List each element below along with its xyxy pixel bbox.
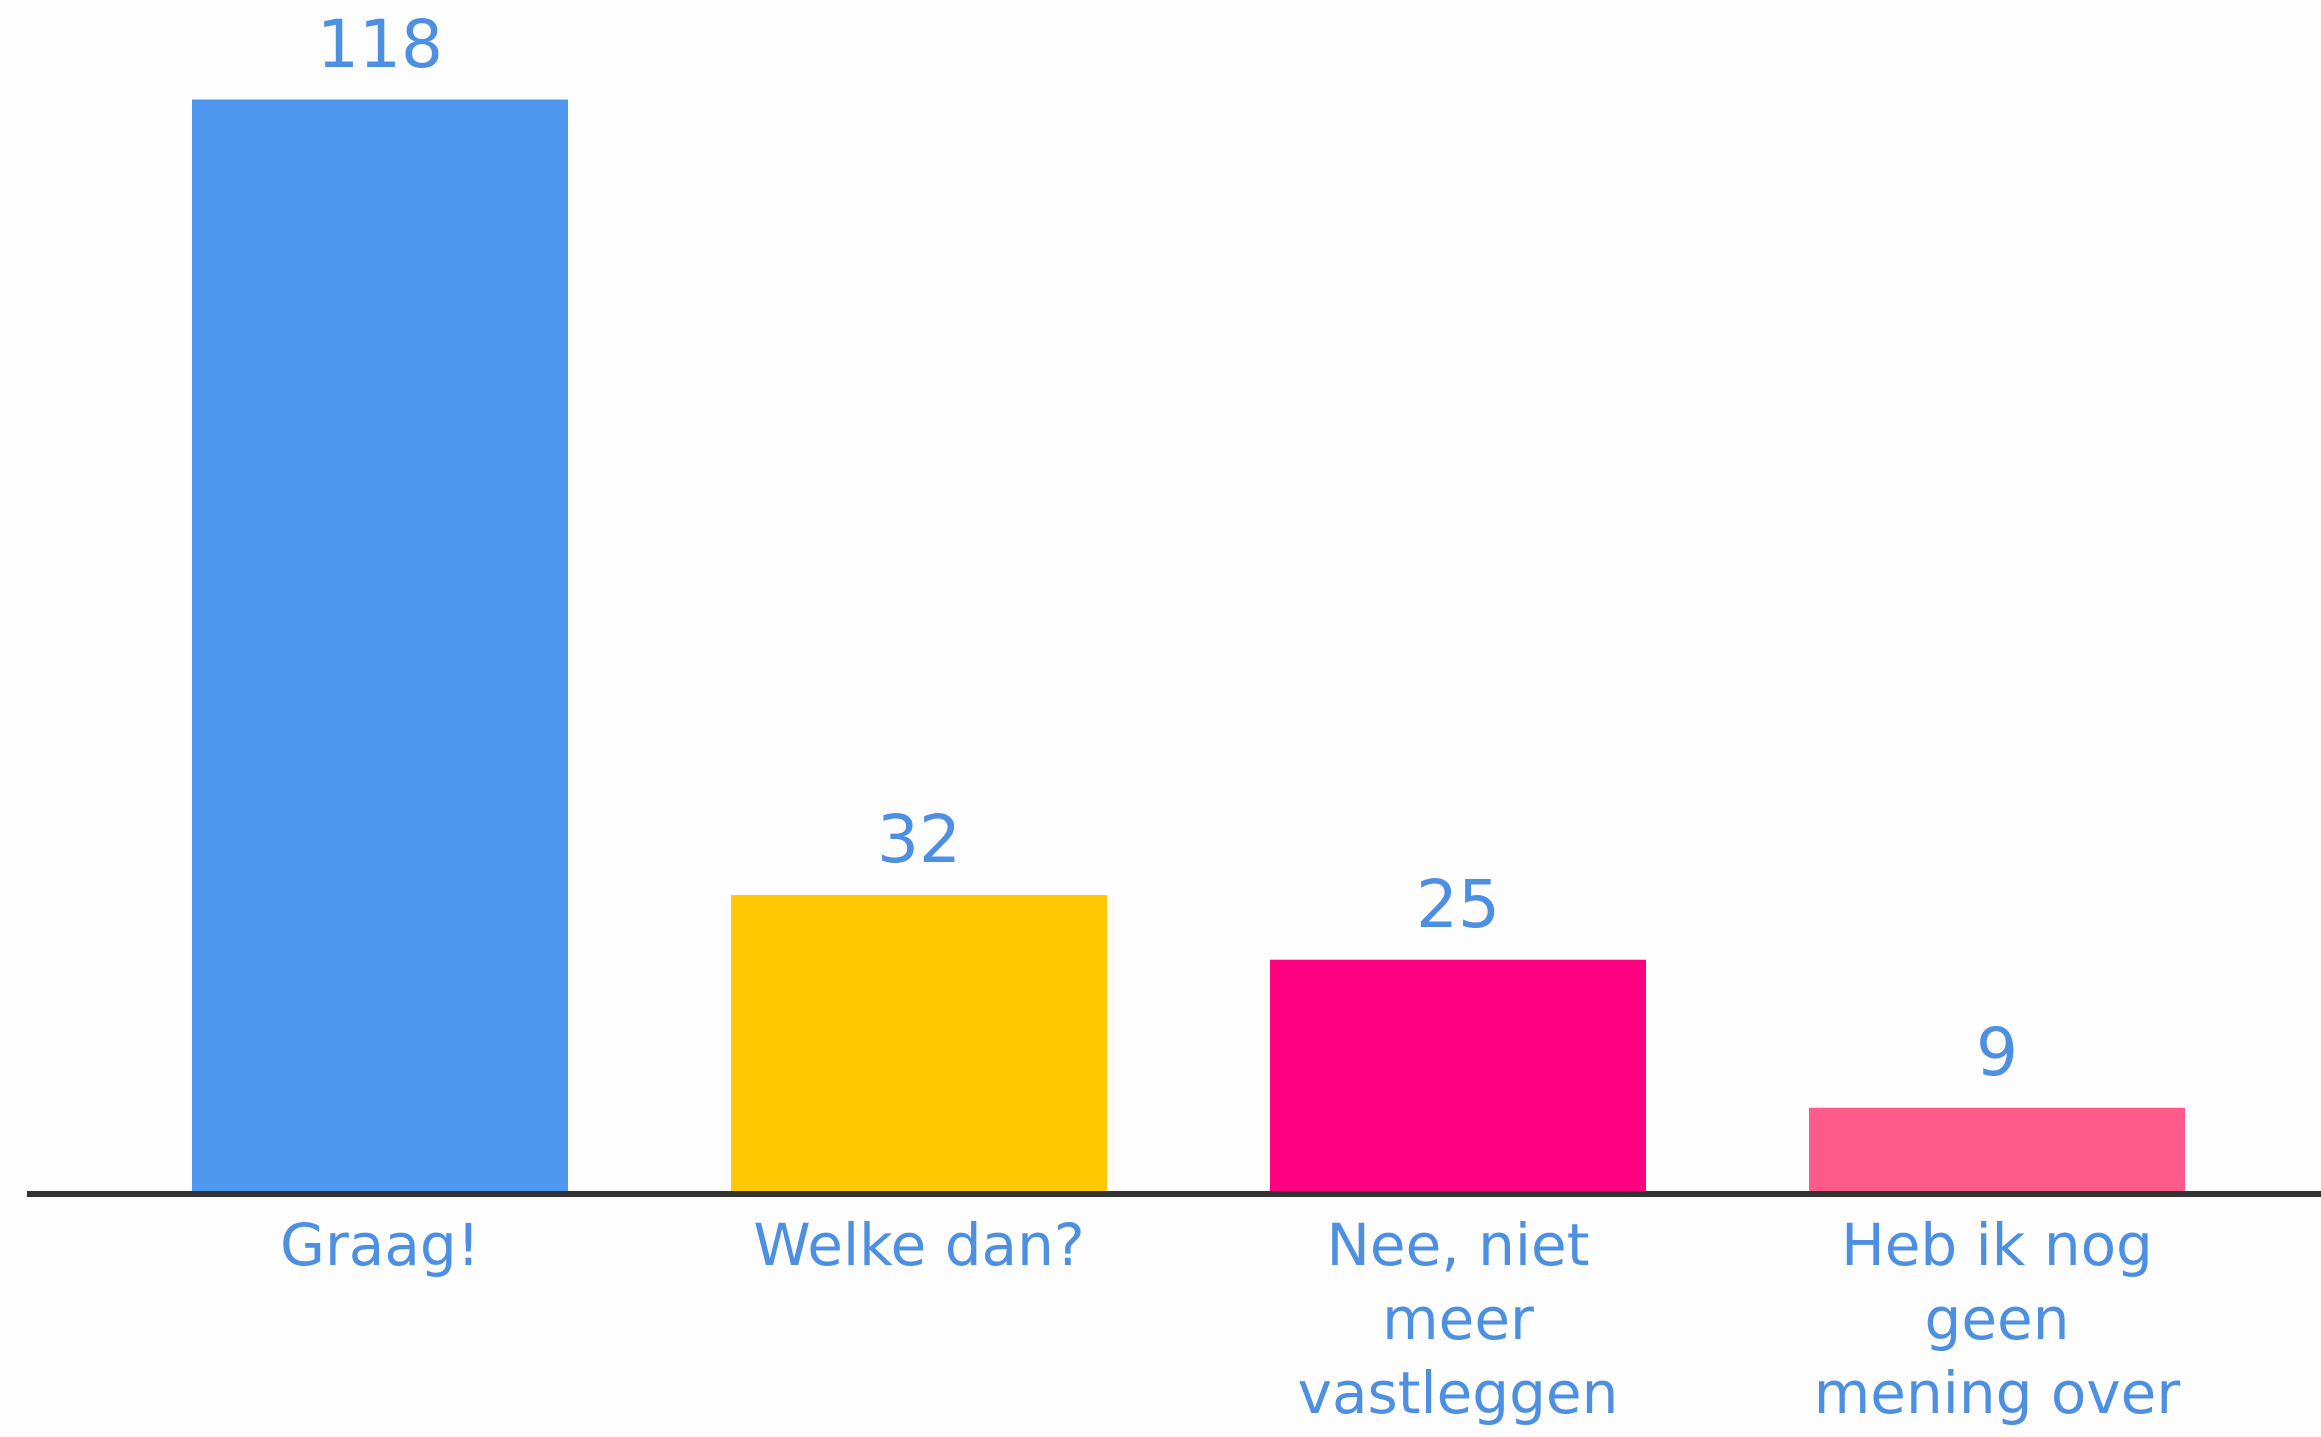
value-label: 25: [1416, 865, 1500, 943]
x-tick-label: Welke dan?: [753, 1211, 1085, 1279]
bar: [731, 895, 1107, 1191]
x-tick-label: Nee, niet meer vastleggen: [1297, 1211, 1619, 1427]
bar: [192, 99, 568, 1191]
bar: [1270, 959, 1646, 1191]
value-label: 118: [317, 5, 443, 83]
bar: [1809, 1107, 2185, 1191]
x-tick-label: Graag!: [280, 1211, 480, 1279]
value-label: 9: [1976, 1013, 2018, 1091]
x-tick-label: Heb ik nog geen mening over: [1813, 1211, 2181, 1427]
value-label: 32: [877, 801, 961, 878]
